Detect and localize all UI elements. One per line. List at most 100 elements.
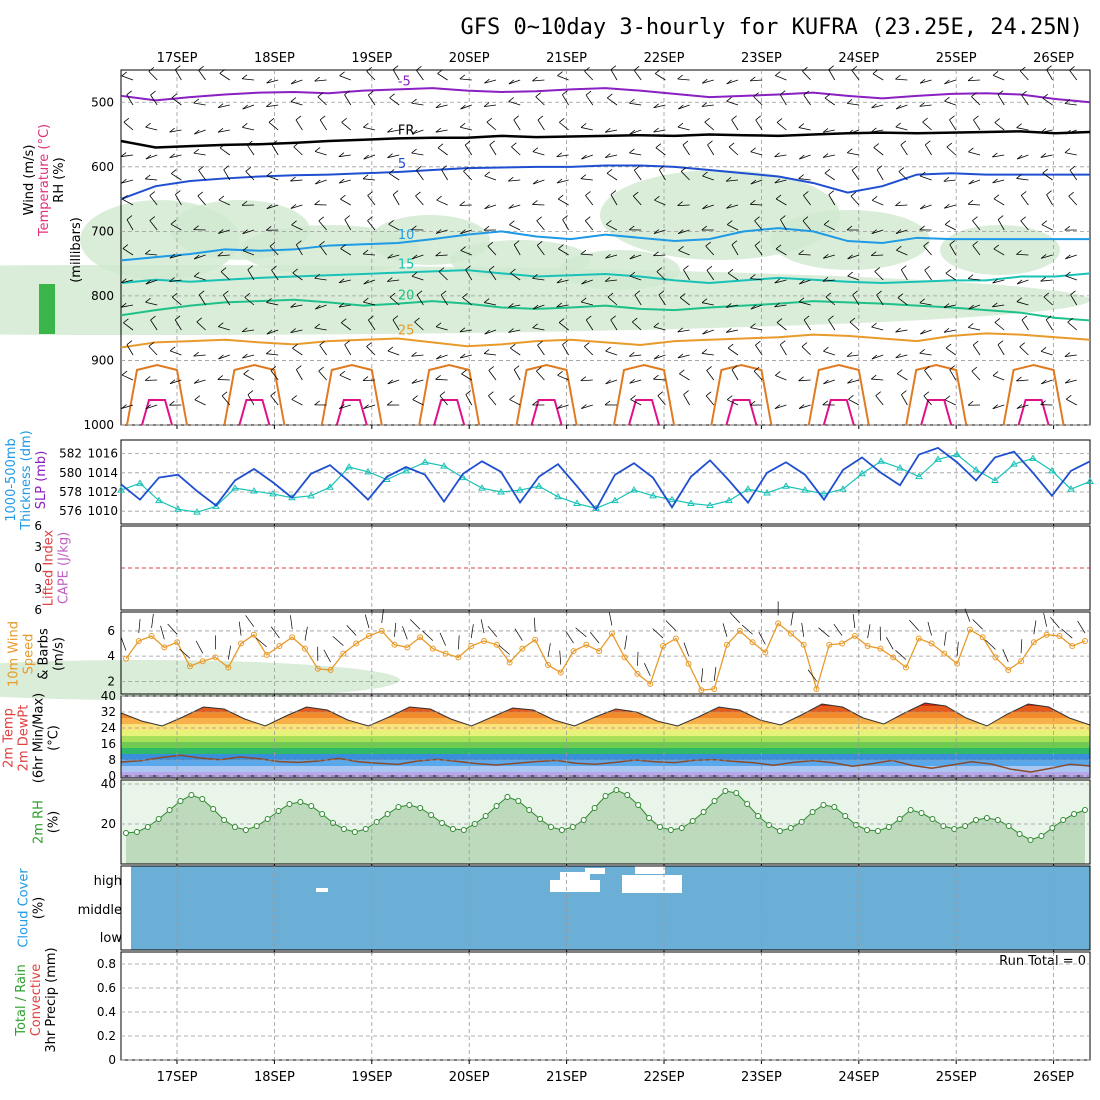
wind-barb	[799, 279, 811, 285]
rh-marker	[340, 826, 347, 832]
wind-barb	[319, 245, 327, 256]
wind-barb-flag	[193, 148, 199, 154]
wind-barb-flag	[244, 293, 250, 298]
wind-barb-flag	[387, 153, 393, 158]
wind-barb	[1041, 224, 1053, 231]
rh-color-swatch	[39, 284, 55, 334]
wind-barb-flag	[580, 376, 587, 382]
wind-barb	[271, 144, 279, 156]
wind-barb-flag	[437, 69, 443, 74]
temperature-contour	[120, 227, 1090, 262]
wind-speed-marker	[365, 632, 372, 639]
wind-barb	[677, 204, 690, 207]
wind-barb	[920, 204, 932, 210]
temp-color-band	[121, 730, 1090, 736]
wind-barb-flag	[219, 143, 226, 149]
wind-barb-flag	[344, 215, 351, 220]
wind-barb-flag	[483, 102, 490, 107]
wind-barb	[169, 154, 182, 159]
wind-barb	[1061, 628, 1073, 639]
wind-barb	[575, 627, 587, 638]
wind-speed-marker	[915, 635, 922, 642]
wind-barb-flag	[610, 65, 617, 70]
wind-barb	[994, 322, 1005, 331]
wind-barb	[532, 204, 545, 206]
wind-barb	[726, 204, 739, 209]
wind-barb	[1068, 195, 1078, 206]
wind-barb	[580, 253, 593, 256]
wind-barb-flag	[223, 165, 229, 170]
temperature-contour	[120, 130, 1091, 149]
wind-barb-flag	[1020, 66, 1026, 72]
thickness-marker	[820, 489, 828, 497]
axis-label: Lifted Index	[42, 529, 57, 606]
wind-barb	[319, 119, 327, 131]
wind-barb	[968, 304, 981, 310]
wind-barb	[1002, 649, 1009, 663]
wind-barb-flag	[169, 346, 176, 352]
wind-barb	[409, 619, 421, 630]
rh-marker	[831, 804, 838, 810]
rh-marker	[1071, 811, 1078, 817]
wind-barb	[1016, 301, 1029, 306]
wind-barb-flag	[439, 391, 446, 397]
wind-barb	[779, 344, 787, 356]
wind-barb	[655, 147, 666, 156]
wind-barb	[631, 321, 642, 331]
wind-speed-marker	[736, 627, 743, 634]
wind-barb-flag	[461, 369, 467, 375]
wind-barb-flag	[705, 391, 712, 397]
wind-barb-flag	[824, 168, 831, 174]
wind-barb-flag	[363, 404, 369, 409]
wind-barb-flag	[459, 74, 466, 80]
wind-barb-flag	[341, 117, 347, 123]
wind-barb-flag	[435, 229, 442, 234]
rh-marker	[493, 803, 500, 809]
wind-barb-flag	[774, 152, 780, 158]
wind-barb-flag	[993, 194, 1000, 200]
wind-barb	[514, 628, 523, 641]
wind-barb-flag	[171, 169, 177, 174]
axis-label: RH (%)	[52, 157, 67, 202]
wind-barb-flag	[967, 400, 974, 406]
surface-contour	[905, 363, 968, 426]
wind-barb	[460, 250, 472, 256]
wind-barb	[871, 254, 884, 257]
wind-barb	[387, 279, 400, 282]
wind-barb-flag	[556, 404, 563, 409]
rh-fill	[126, 790, 1085, 864]
wind-barb	[1021, 94, 1029, 106]
date-label-top: 19SEP	[351, 51, 392, 66]
dewpoint-line	[120, 754, 1091, 773]
wind-barb	[702, 79, 714, 84]
y-tick-label: 500	[91, 95, 114, 109]
wind-barb-flag	[170, 219, 177, 225]
wind-barb-flag	[949, 240, 956, 245]
wind-barb	[535, 96, 545, 106]
rh-marker	[1027, 837, 1034, 843]
wind-barb-flag	[876, 165, 883, 171]
wind-barb	[122, 248, 134, 256]
wind-barb	[798, 127, 811, 131]
wind-barb	[247, 394, 255, 406]
wind-barb	[508, 101, 521, 106]
wind-barb	[508, 304, 521, 308]
axis-label: (%)	[47, 811, 62, 834]
wind-barb-flag	[362, 249, 369, 255]
wind-barb-flag	[846, 99, 853, 104]
rh-marker	[711, 798, 718, 804]
wind-barb	[972, 245, 981, 256]
wind-barb-flag	[876, 290, 882, 296]
wind-barb-flag	[339, 370, 346, 376]
wind-barb-flag	[581, 154, 587, 160]
wind-barb-flag	[271, 140, 278, 146]
wind-barb	[848, 399, 860, 406]
wind-barb-flag	[754, 241, 761, 246]
wind-barb	[677, 329, 690, 333]
wind-barb	[416, 170, 424, 181]
wind-barb-flag	[701, 298, 708, 304]
wind-barb-flag	[1042, 93, 1048, 99]
wind-barb-flag	[585, 191, 591, 196]
wind-barb	[1040, 129, 1053, 133]
